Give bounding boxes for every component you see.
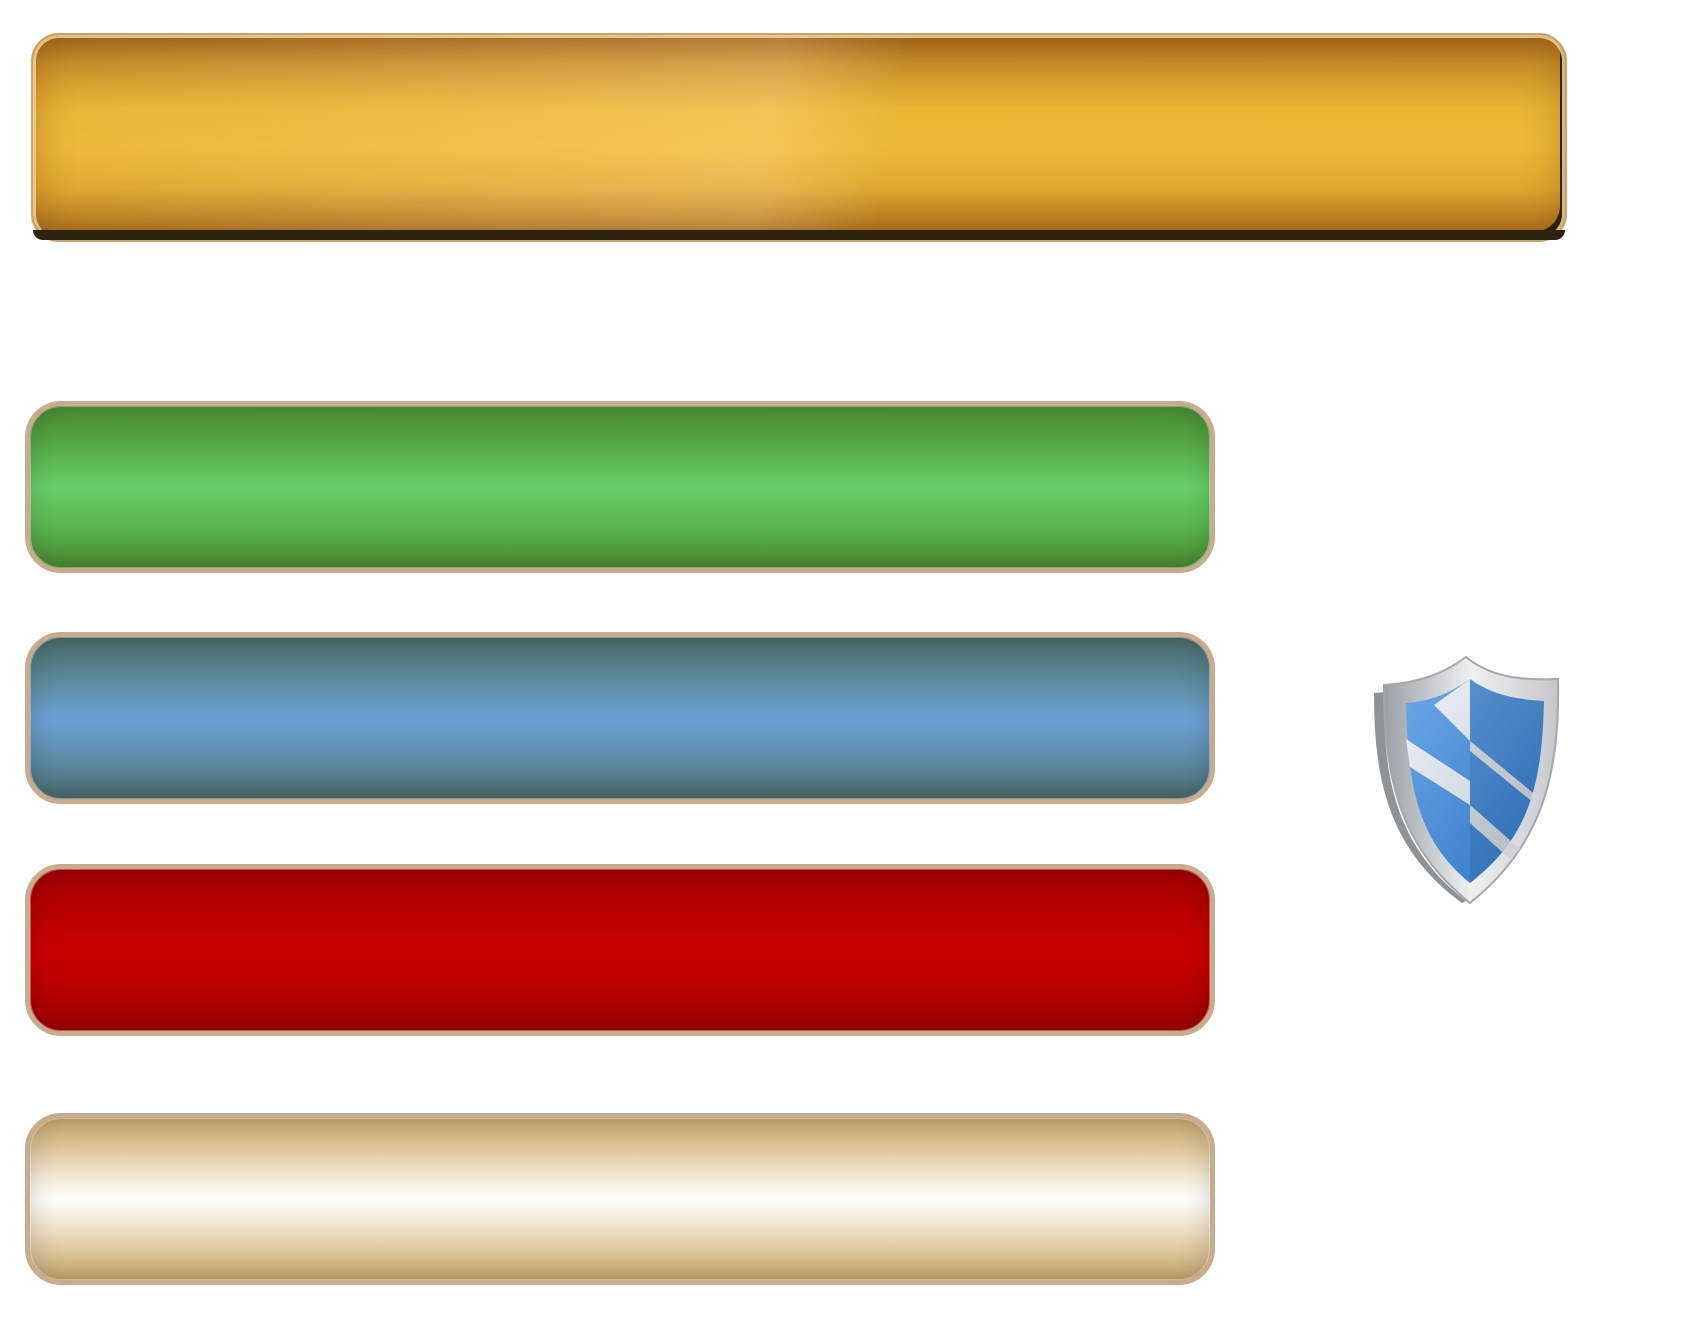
cream-bar-button[interactable]: [25, 1113, 1215, 1285]
red-bar-button[interactable]: [25, 864, 1215, 1036]
gold-bar-button[interactable]: [31, 33, 1567, 242]
green-bar-button[interactable]: [25, 401, 1215, 573]
blue-bar-button[interactable]: [25, 632, 1215, 804]
shield-icon: [1374, 655, 1560, 905]
